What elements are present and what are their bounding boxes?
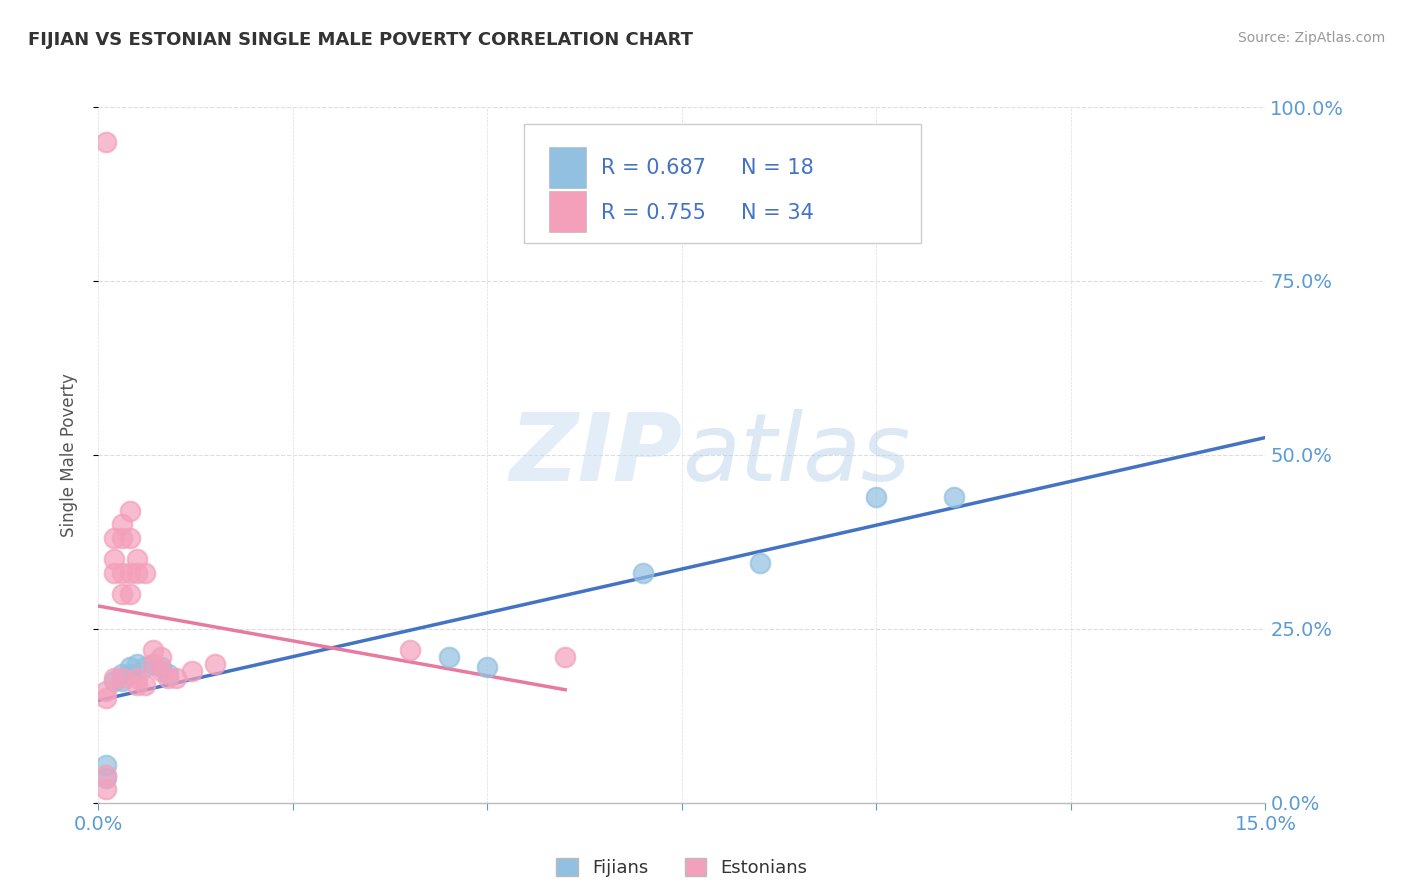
Point: [111, 532, 134, 546]
Point: [111, 674, 134, 689]
Point: [96, 757, 118, 772]
Text: N = 34: N = 34: [741, 202, 814, 223]
Point: [118, 660, 141, 674]
Point: [96, 772, 118, 786]
Point: [149, 664, 172, 678]
Point: [96, 691, 118, 706]
Point: [118, 667, 141, 681]
Point: [111, 566, 134, 581]
Point: [96, 781, 118, 796]
Point: [103, 552, 125, 566]
Point: [157, 667, 180, 681]
Point: [134, 660, 156, 674]
Point: [127, 677, 149, 691]
Point: [477, 660, 499, 674]
Point: [204, 657, 226, 671]
Point: [165, 671, 187, 685]
Point: [943, 490, 966, 504]
Point: [127, 657, 149, 671]
Point: [127, 566, 149, 581]
Point: [149, 649, 172, 664]
Point: [748, 556, 770, 570]
Point: [437, 649, 460, 664]
Point: [157, 671, 180, 685]
Point: [103, 674, 125, 689]
Text: atlas: atlas: [682, 409, 910, 500]
Point: [134, 677, 156, 691]
Y-axis label: Single Male Poverty: Single Male Poverty: [59, 373, 77, 537]
Point: [118, 587, 141, 601]
Point: [142, 657, 165, 671]
Point: [118, 532, 141, 546]
Text: R = 0.755: R = 0.755: [602, 202, 706, 223]
Legend: Fijians, Estonians: Fijians, Estonians: [548, 850, 815, 884]
Point: [103, 671, 125, 685]
Point: [631, 566, 654, 581]
Point: [142, 642, 165, 657]
Point: [127, 552, 149, 566]
Point: [865, 490, 887, 504]
Point: [111, 667, 134, 681]
Text: FIJIAN VS ESTONIAN SINGLE MALE POVERTY CORRELATION CHART: FIJIAN VS ESTONIAN SINGLE MALE POVERTY C…: [28, 31, 693, 49]
Point: [96, 684, 118, 698]
Point: [111, 517, 134, 532]
Point: [111, 587, 134, 601]
Text: N = 18: N = 18: [741, 158, 814, 178]
Point: [118, 566, 141, 581]
Text: ZIP: ZIP: [509, 409, 682, 501]
Point: [96, 135, 118, 149]
Point: [103, 532, 125, 546]
Point: [118, 503, 141, 517]
Point: [127, 671, 149, 685]
FancyBboxPatch shape: [548, 191, 586, 232]
FancyBboxPatch shape: [548, 147, 586, 188]
Point: [134, 566, 156, 581]
Point: [142, 657, 165, 671]
Point: [398, 642, 420, 657]
Text: R = 0.687: R = 0.687: [602, 158, 706, 178]
Point: [96, 768, 118, 782]
FancyBboxPatch shape: [524, 124, 921, 243]
Point: [111, 671, 134, 685]
Point: [554, 649, 576, 664]
Text: Source: ZipAtlas.com: Source: ZipAtlas.com: [1237, 31, 1385, 45]
Point: [103, 566, 125, 581]
Point: [149, 660, 172, 674]
Point: [180, 664, 202, 678]
